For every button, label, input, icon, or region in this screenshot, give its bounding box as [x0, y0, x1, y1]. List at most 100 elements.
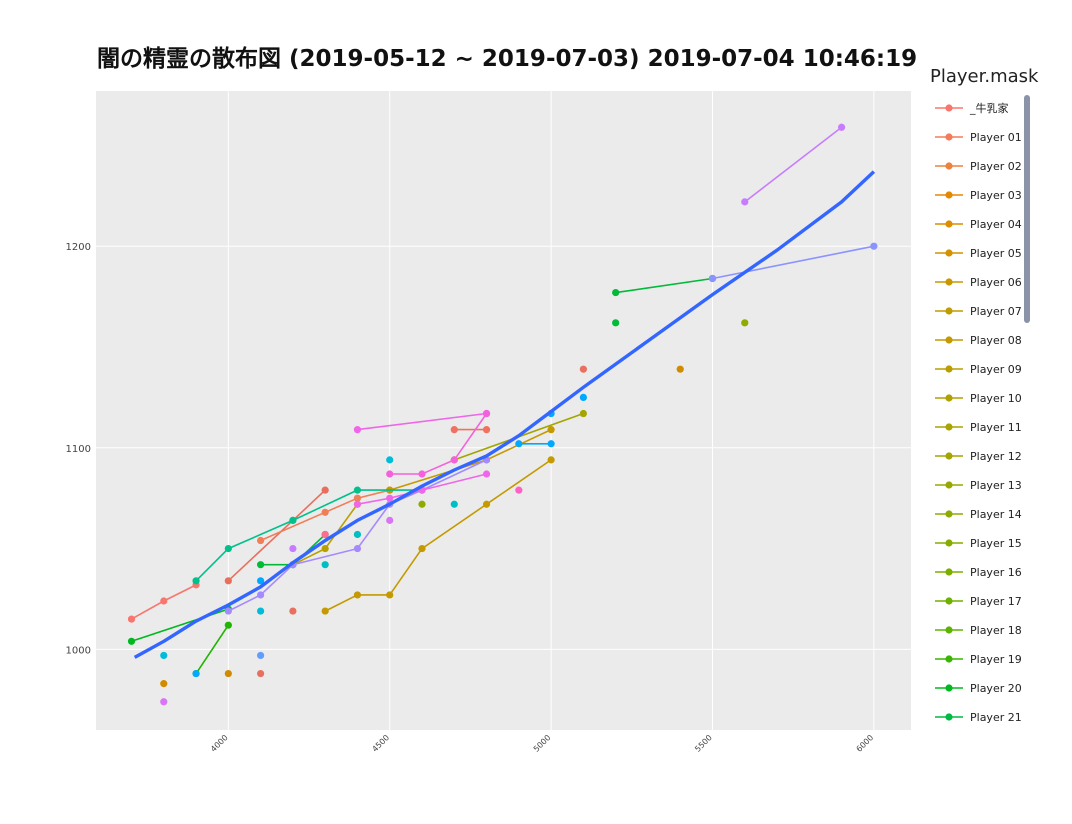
legend-label: Player 01 — [970, 131, 1022, 144]
legend-label: Player 07 — [970, 305, 1022, 318]
series-line — [357, 412, 487, 431]
legend-label: Player 09 — [970, 363, 1022, 376]
series-group — [321, 530, 329, 539]
legend-key-point — [945, 626, 953, 634]
legend-item: Player 21 — [935, 711, 1022, 724]
legend-item: Player 05 — [935, 247, 1022, 260]
legend-key-point — [945, 191, 953, 199]
data-point — [418, 470, 426, 478]
legend-label: Player 10 — [970, 392, 1022, 405]
legend-key-point — [945, 423, 953, 431]
series-line — [744, 126, 843, 203]
legend-item: Player 18 — [935, 624, 1022, 637]
legend-item: Player 04 — [935, 218, 1022, 231]
legend-title: Player.mask — [930, 66, 1039, 87]
data-point — [741, 319, 749, 327]
data-point — [257, 577, 265, 585]
legend-key-point — [945, 481, 953, 489]
series-line — [615, 277, 713, 294]
data-point — [192, 669, 200, 678]
series-group — [127, 581, 200, 623]
legend-label: Player 16 — [970, 566, 1022, 579]
data-point — [386, 470, 394, 478]
legend-key-point — [945, 365, 953, 373]
legend-key-point — [945, 539, 953, 547]
data-point — [224, 621, 232, 629]
legend-item: Player 06 — [935, 276, 1022, 289]
legend-key-point — [945, 452, 953, 460]
legend-item: Player 14 — [935, 508, 1022, 521]
legend-label: Player 08 — [970, 334, 1022, 347]
data-point — [612, 288, 620, 297]
y-tick-label: 1000 — [66, 645, 91, 656]
data-point — [289, 607, 297, 615]
x-tick-label: 6000 — [855, 733, 876, 754]
x-tick-label: 5000 — [532, 733, 553, 754]
data-point — [192, 577, 200, 585]
data-point — [450, 426, 458, 434]
legend-label: Player 03 — [970, 189, 1022, 202]
x-tick-label: 5500 — [693, 733, 714, 754]
data-point — [386, 516, 394, 524]
legend-label: Player 13 — [970, 479, 1022, 492]
data-point — [257, 561, 265, 569]
legend-key-point — [945, 510, 953, 518]
legend-key-point — [945, 655, 953, 663]
data-point — [321, 508, 329, 516]
legend: _牛乳家 Player 01 Player 02 Player 03 Player 04… — [935, 101, 1022, 724]
legend-key-point — [945, 307, 953, 315]
data-point — [257, 669, 265, 678]
data-point — [515, 440, 523, 448]
legend-scrollbar[interactable] — [1024, 95, 1030, 323]
series-group — [289, 544, 297, 553]
data-point — [386, 591, 394, 599]
data-point — [257, 651, 265, 660]
legend-label: Player 02 — [970, 160, 1022, 173]
legend-item: Player 19 — [935, 653, 1022, 666]
data-point — [547, 456, 555, 464]
legend-item: Player 07 — [935, 305, 1022, 318]
legend-label: Player 18 — [970, 624, 1022, 637]
series-group — [708, 242, 878, 283]
legend-item: Player 17 — [935, 595, 1022, 608]
legend-key-point — [945, 597, 953, 605]
data-point — [482, 409, 491, 418]
legend-item: Player 11 — [935, 421, 1022, 434]
legend-label: Player 15 — [970, 537, 1022, 550]
plot-panel — [96, 91, 911, 730]
legend-key-point — [945, 713, 953, 721]
legend-key-point — [945, 133, 953, 141]
data-point — [257, 591, 265, 599]
grid-lines — [96, 91, 911, 730]
data-point — [224, 607, 232, 615]
series-group — [257, 651, 265, 660]
legend-label: Player 06 — [970, 276, 1022, 289]
series-group — [257, 365, 587, 678]
legend-label: Player 20 — [970, 682, 1022, 695]
legend-label: Player 21 — [970, 711, 1022, 724]
data-point — [321, 486, 329, 494]
data-point — [257, 607, 265, 615]
series-group — [515, 440, 555, 448]
legend-label: Player 19 — [970, 653, 1022, 666]
series-group — [450, 426, 491, 434]
data-point — [482, 426, 491, 434]
data-series — [127, 123, 878, 706]
trend-line — [133, 170, 876, 659]
data-point — [160, 651, 168, 660]
legend-item: Player 02 — [935, 160, 1022, 173]
legend-label: Player 05 — [970, 247, 1022, 260]
series-group — [418, 319, 749, 508]
trend-line-group — [133, 170, 876, 659]
series-group — [741, 123, 846, 206]
series-group — [612, 319, 620, 327]
data-point — [160, 698, 168, 706]
series-line — [389, 413, 488, 475]
legend-key-point — [945, 278, 953, 286]
data-point — [257, 536, 265, 545]
legend-item: Player 09 — [935, 363, 1022, 376]
series-group — [160, 516, 394, 706]
data-point — [321, 530, 329, 539]
data-point — [289, 544, 297, 553]
data-point — [482, 470, 491, 478]
